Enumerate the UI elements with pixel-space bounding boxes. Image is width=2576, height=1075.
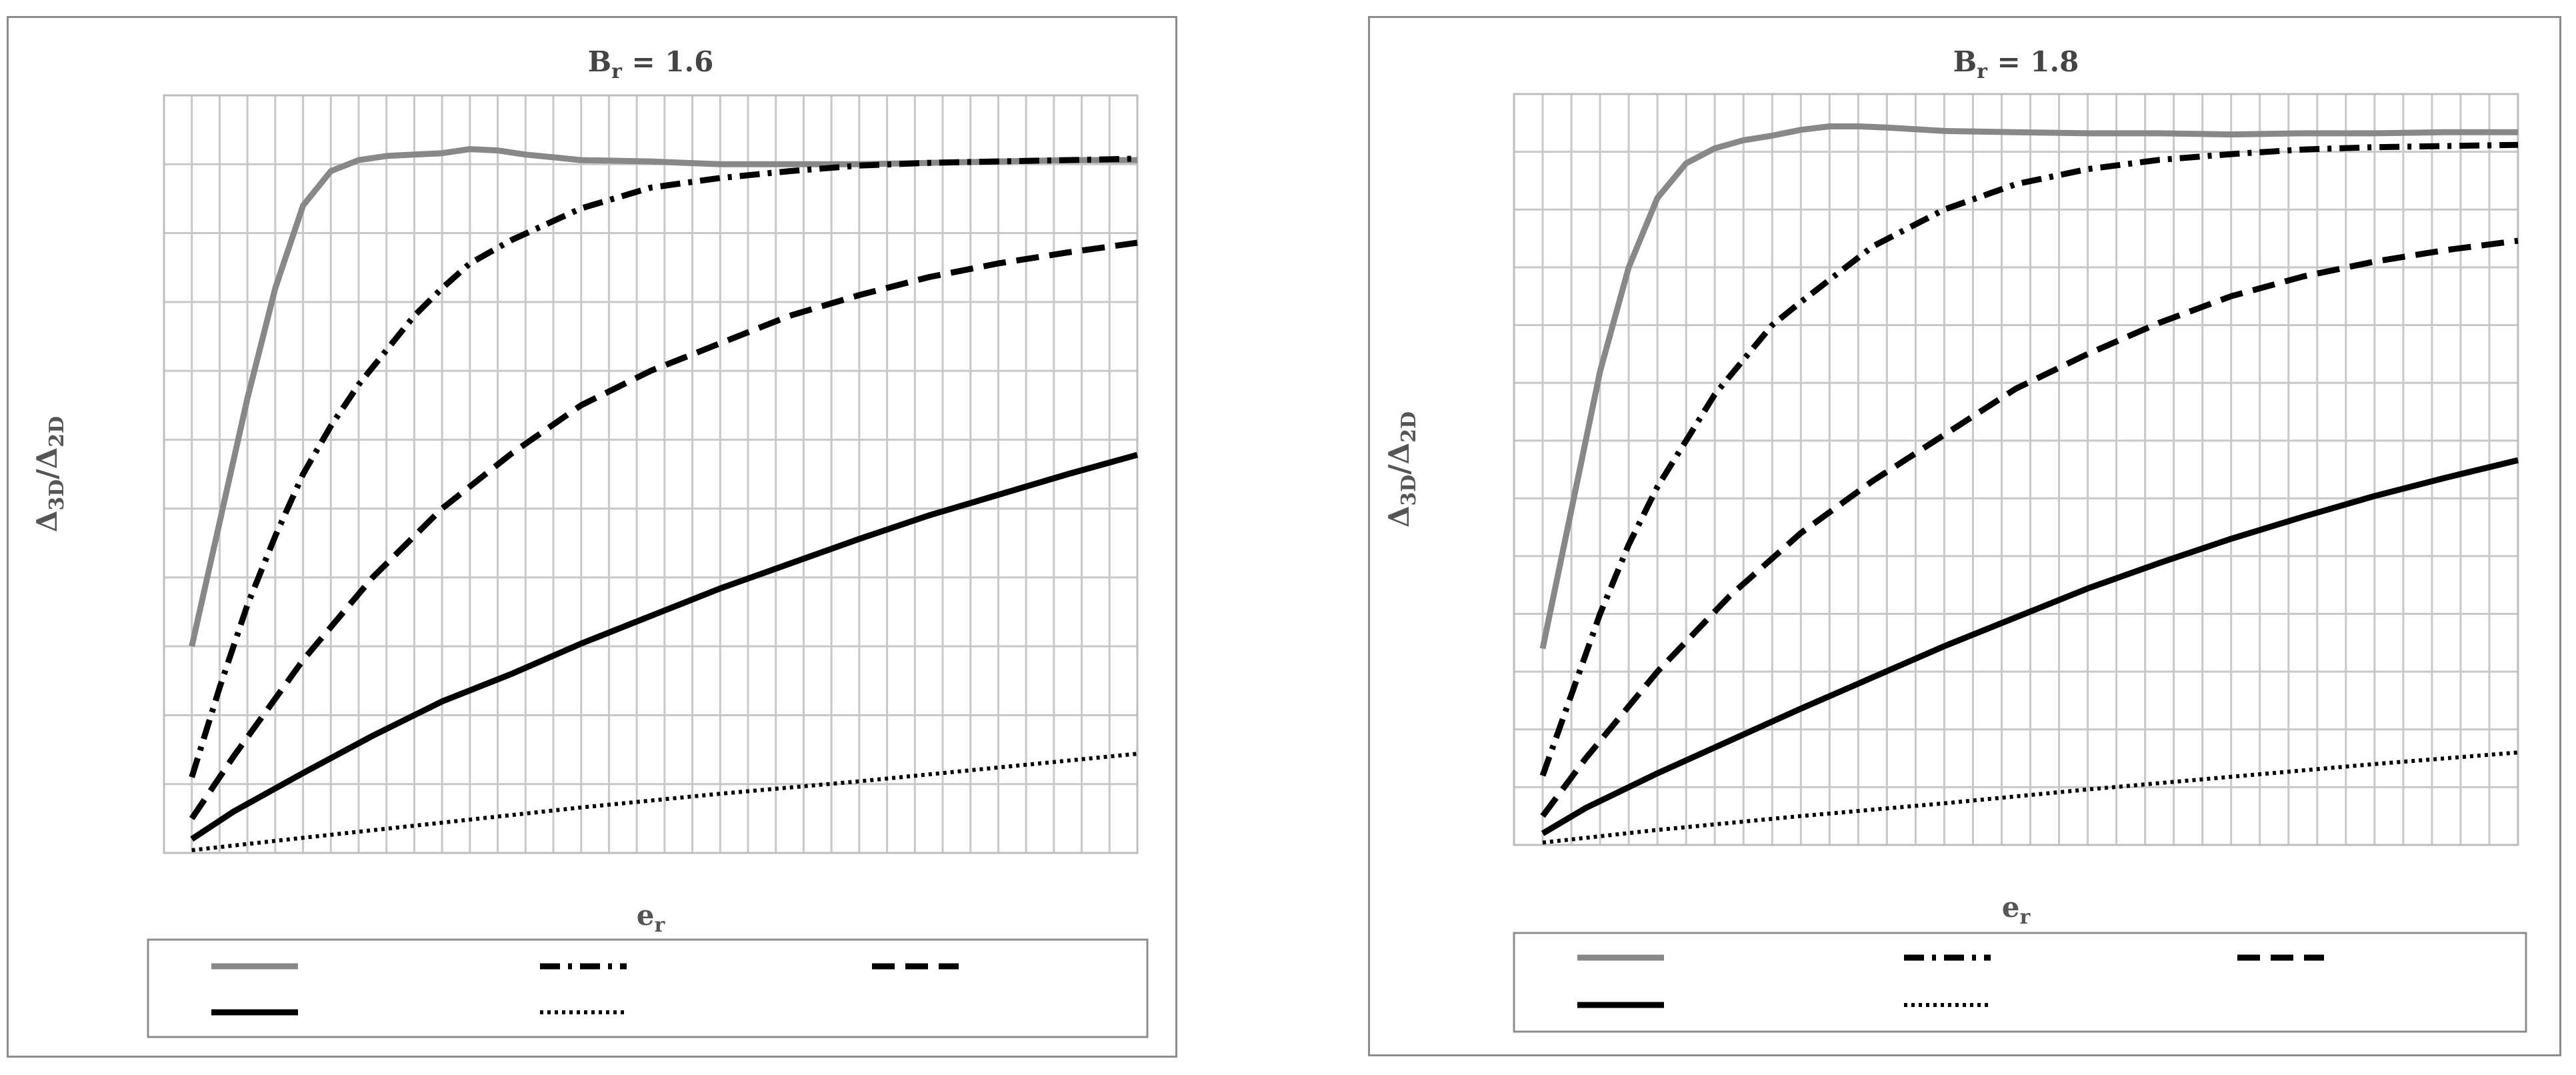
legend: [147, 938, 1149, 1038]
chart-title-main: B: [1953, 45, 1977, 78]
series-line-br-2: [1541, 457, 2519, 836]
y-axis-label: Δ3D/Δ2D: [31, 416, 69, 532]
x-axis-label-main: e: [2002, 891, 2020, 924]
chart-panel-br-1-6: Br = 1.6 er Δ3D/Δ2D: [7, 16, 1177, 1058]
x-axis-label-main: e: [637, 899, 655, 932]
chart-title-subscript: r: [611, 60, 623, 83]
plot-area: [1513, 93, 2519, 846]
x-axis-label-subscript: r: [2019, 906, 2031, 929]
y-axis-label-subscript: 3D: [45, 479, 69, 511]
legend: [1513, 932, 2527, 1033]
series-line-br-1-25: [1539, 141, 2519, 777]
x-axis-label: er: [2002, 891, 2031, 929]
chart-panel-br-1-8: Br = 1.8 er Δ3D/Δ2D: [1368, 16, 2561, 1056]
y-axis-label-delta: Δ: [1383, 506, 1415, 528]
y-axis-label-delta: Δ: [31, 511, 63, 533]
series-line-br-1-25: [189, 155, 1138, 778]
x-axis-label-subscript: r: [654, 914, 665, 937]
series-line-br-1-5: [1540, 237, 2519, 818]
chart-title-value: = 1.8: [1987, 45, 2079, 78]
series-line-br-2: [190, 451, 1139, 842]
y-axis-label-delta: /Δ: [1383, 443, 1415, 475]
y-axis-label-delta: /Δ: [31, 447, 63, 479]
chart-title-main: B: [588, 45, 612, 78]
chart-title: Br = 1.8: [1953, 45, 2079, 83]
plot-frame: [1513, 93, 2519, 846]
legend-box: [147, 938, 1149, 1038]
y-axis-label-subscript: 2D: [45, 416, 69, 447]
series-line-br-1-1: [189, 146, 1137, 648]
legend-box: [1513, 932, 2527, 1033]
y-axis-label-subscript: 3D: [1397, 475, 1421, 506]
x-axis-label: er: [637, 899, 666, 937]
y-axis-label-subscript: 2D: [1397, 411, 1421, 443]
chart-title: Br = 1.6: [588, 45, 714, 83]
chart-title-value: = 1.6: [622, 45, 714, 78]
series-line-br-1-1: [1539, 123, 2518, 650]
plot-frame: [163, 94, 1139, 854]
chart-title-subscript: r: [1977, 60, 1988, 83]
series-line-br-1-5: [189, 239, 1138, 820]
series-line-br-4: [1542, 750, 2519, 845]
plot-area: [163, 94, 1139, 854]
y-axis-label: Δ3D/Δ2D: [1383, 411, 1421, 527]
series-line-br-4: [191, 752, 1138, 852]
